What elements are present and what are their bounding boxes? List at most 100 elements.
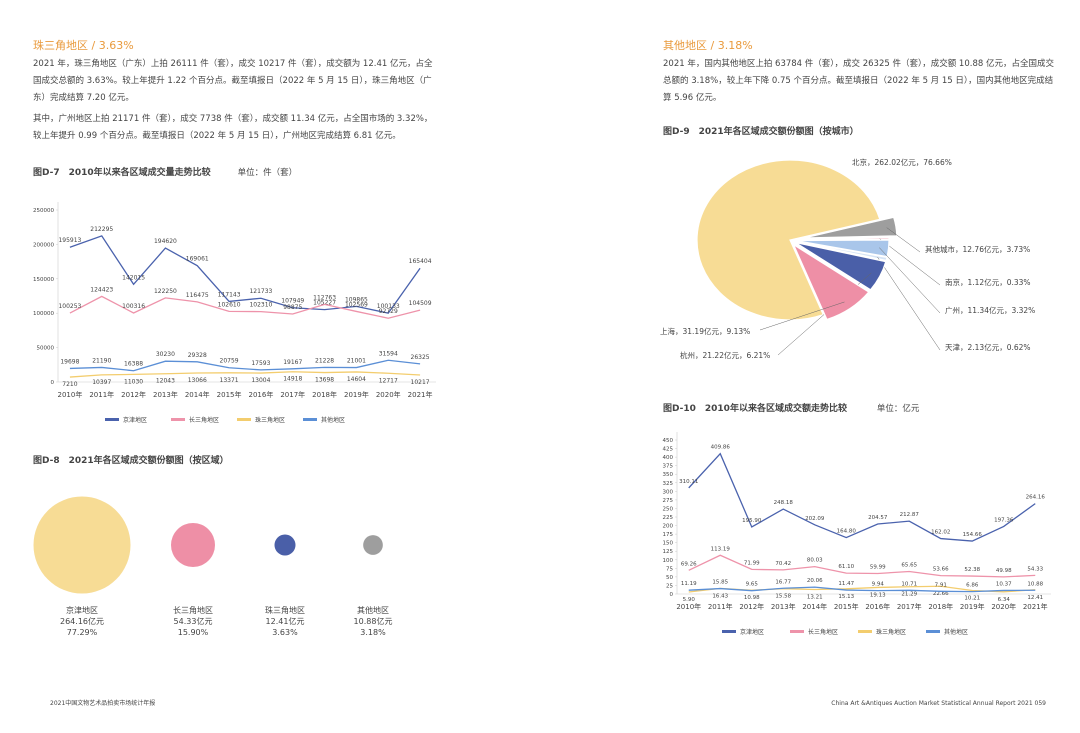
y-tick-label: 0 <box>670 592 674 598</box>
data-label: 9.94 <box>872 582 885 588</box>
y-tick-label: 275 <box>663 498 674 504</box>
data-label: 264.16 <box>1026 495 1046 501</box>
data-label: 100253 <box>58 303 81 310</box>
legend-swatch <box>237 418 251 421</box>
data-label: 6.86 <box>966 583 979 589</box>
paragraph: 2021 年，珠三角地区（广东）上拍 26111 件（套），成交 10217 件… <box>33 59 433 103</box>
data-label: 169061 <box>186 256 209 263</box>
chart-title: 图D-9 2021年各区域成交额份额图（按城市） <box>663 125 859 137</box>
bubble-category: 长三角地区 <box>173 605 213 615</box>
data-label: 70.42 <box>775 561 791 567</box>
series-line <box>688 452 1036 542</box>
x-tick-label: 2017年 <box>280 390 305 399</box>
data-label: 154.66 <box>963 532 983 538</box>
bubble <box>171 523 215 567</box>
data-label: 16.43 <box>712 593 728 599</box>
pie-label: 上海，31.19亿元，9.13% <box>660 326 750 336</box>
legend-swatch <box>105 418 119 421</box>
data-label: 124423 <box>90 286 113 293</box>
leader-line <box>759 301 845 331</box>
x-tick-label: 2020年 <box>376 390 401 399</box>
data-label: 409.86 <box>711 445 731 451</box>
data-label: 13371 <box>220 377 239 384</box>
data-label: 100133 <box>377 303 400 310</box>
x-tick-label: 2018年 <box>312 390 337 399</box>
bubble-value: 12.41亿元 <box>266 616 305 626</box>
data-label: 102569 <box>345 301 368 308</box>
pie-label: 其他城市，12.76亿元，3.73% <box>925 244 1030 254</box>
data-label: 12.41 <box>1027 595 1043 601</box>
x-tick-label: 2021年 <box>1023 602 1048 611</box>
data-label: 98875 <box>283 304 302 311</box>
x-tick-label: 2020年 <box>991 602 1016 611</box>
data-label: 7210 <box>62 381 77 388</box>
data-label: 17593 <box>251 360 270 367</box>
series-line <box>69 359 421 372</box>
leader-line <box>886 227 921 253</box>
data-label: 11030 <box>124 378 143 385</box>
chart-title: 图D-7 2010年以来各区域成交量走势比较 <box>33 166 211 178</box>
y-tick-label: 25 <box>666 583 673 589</box>
legend-label: 京津地区 <box>123 416 147 424</box>
y-tick-label: 375 <box>663 464 674 470</box>
data-label: 11.19 <box>681 581 697 587</box>
data-label: 6.34 <box>998 597 1011 603</box>
legend-label: 京津地区 <box>740 628 764 636</box>
x-tick-label: 2014年 <box>185 390 210 399</box>
legend-swatch <box>722 630 736 633</box>
y-tick-label: 125 <box>663 549 674 555</box>
bubble <box>33 496 131 594</box>
data-label: 113.19 <box>711 546 731 552</box>
y-tick-label: 225 <box>663 515 674 521</box>
pie-slice <box>696 159 881 321</box>
chart-title: 图D-8 2021年各区域成交额份额图（按区域） <box>33 454 229 466</box>
data-label: 71.99 <box>744 560 760 566</box>
data-label: 197.36 <box>994 517 1014 523</box>
legend-swatch <box>858 630 872 633</box>
bubble-share: 3.18% <box>360 628 386 637</box>
chart-title: 图D-10 2010年以来各区域成交额走势比较 <box>663 402 847 414</box>
pie-label: 北京，262.02亿元，76.66% <box>852 157 952 167</box>
series-line <box>688 554 1036 578</box>
data-label: 19167 <box>283 359 302 366</box>
data-label: 61.10 <box>838 564 854 570</box>
y-tick-label: 250 <box>663 506 674 512</box>
data-label: 248.18 <box>774 500 794 506</box>
legend-label: 长三角地区 <box>808 628 838 636</box>
x-tick-label: 2013年 <box>153 390 178 399</box>
legend-swatch <box>926 630 940 633</box>
y-tick-label: 300 <box>663 489 674 495</box>
data-label: 15.58 <box>775 594 791 600</box>
data-label: 10397 <box>92 379 111 386</box>
x-tick-label: 2010年 <box>676 602 701 611</box>
data-label: 212295 <box>90 226 113 233</box>
data-label: 20759 <box>220 358 239 365</box>
x-tick-label: 2016年 <box>249 390 274 399</box>
legend-label: 其他地区 <box>321 416 345 424</box>
data-label: 21228 <box>315 357 334 364</box>
data-label: 19.13 <box>870 592 886 598</box>
x-tick-label: 2021年 <box>408 390 433 399</box>
footer-right: China Art &Antiques Auction Market Stati… <box>831 700 1046 707</box>
y-tick-label: 50 <box>666 575 673 581</box>
y-tick-label: 200000 <box>33 242 54 248</box>
bubble-value: 264.16亿元 <box>60 616 104 626</box>
data-label: 14604 <box>347 376 366 383</box>
data-label: 10.21 <box>964 596 980 602</box>
x-tick-label: 2012年 <box>739 602 764 611</box>
data-label: 122250 <box>154 288 177 295</box>
data-label: 15.85 <box>712 580 728 586</box>
data-label: 13004 <box>251 377 270 384</box>
x-tick-label: 2014年 <box>802 602 827 611</box>
x-tick-label: 2019年 <box>344 390 369 399</box>
data-label: 10217 <box>411 379 430 386</box>
leader-line <box>879 238 941 286</box>
bubble-share: 3.63% <box>272 628 298 637</box>
paragraph: 其中，广州地区上拍 21171 件（套），成交 7738 件（套），成交额 11… <box>33 114 433 141</box>
bubble-category: 珠三角地区 <box>265 605 305 615</box>
legend-label: 珠三角地区 <box>255 416 285 424</box>
data-label: 204.57 <box>868 515 888 521</box>
data-label: 165404 <box>409 258 432 265</box>
